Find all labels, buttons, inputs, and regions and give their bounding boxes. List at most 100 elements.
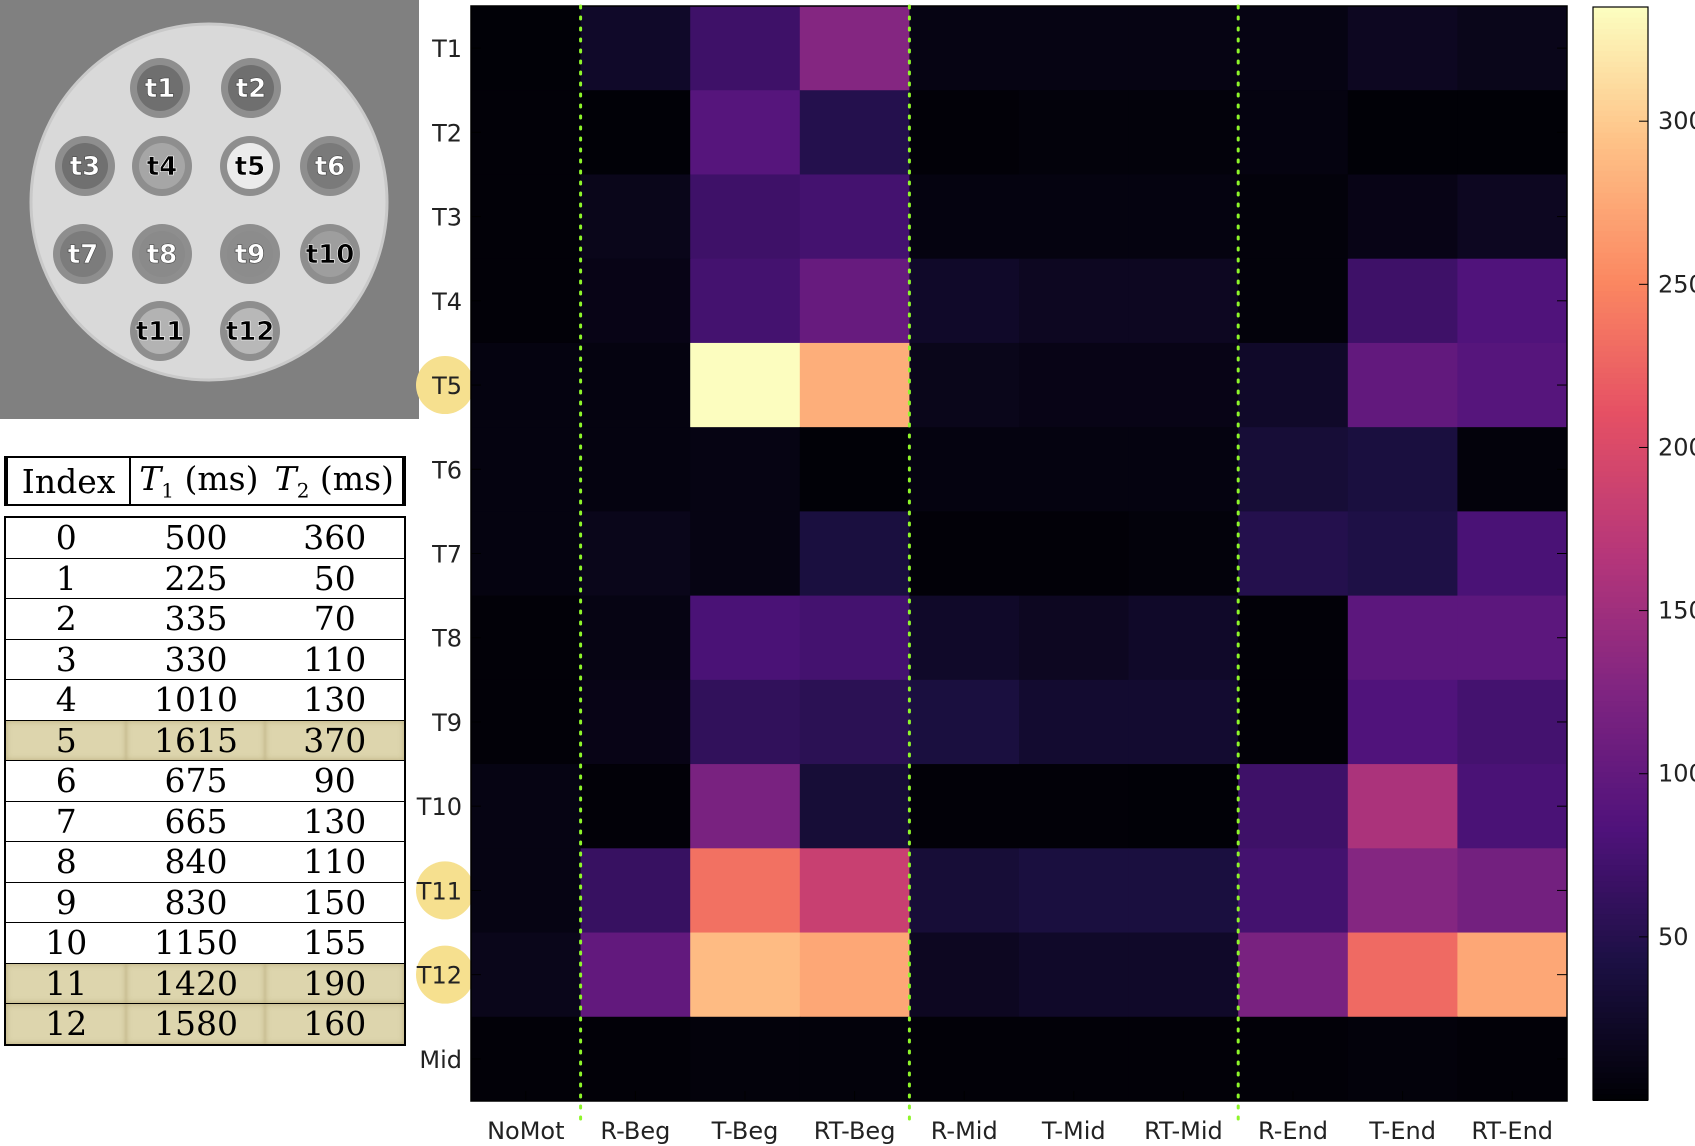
colorbar-segment bbox=[1593, 416, 1648, 424]
column-label: RT-Beg bbox=[814, 1117, 896, 1145]
heat-cell bbox=[1128, 258, 1239, 344]
colorbar-segment bbox=[1593, 564, 1648, 571]
cell-t2: 370 bbox=[265, 719, 404, 760]
colorbar-tick-label: 300 bbox=[1658, 107, 1695, 135]
tube-label: t3 bbox=[70, 152, 101, 182]
colorbar-segment bbox=[1593, 548, 1648, 555]
row-highlight-t5 bbox=[416, 356, 474, 415]
colorbar-segment bbox=[1593, 952, 1648, 959]
colorbar-segment bbox=[1593, 110, 1648, 118]
table-body: 0 500 360 1 225 50 2 335 70 3 330 110 4 1010 130 5 1615 3… bbox=[4, 516, 406, 1046]
colorbar-frame bbox=[1592, 6, 1649, 1101]
colorbar-segment bbox=[1593, 160, 1648, 167]
heat-cell bbox=[799, 595, 910, 681]
colorbar-segment bbox=[1593, 444, 1648, 451]
cell-index: 8 bbox=[6, 841, 127, 882]
colorbar-segment bbox=[1593, 285, 1648, 293]
row-label: T6 bbox=[431, 456, 462, 484]
cell-t1: 1615 bbox=[126, 719, 266, 760]
column-labels: NoMot R-Beg T-Beg RT-Beg R-Mid T-Mid RT-Mid R-E… bbox=[487, 1091, 1553, 1145]
heat-cell bbox=[580, 342, 691, 428]
heat-cell bbox=[580, 764, 691, 849]
colorbar-segment bbox=[1593, 99, 1648, 107]
heat-cell bbox=[690, 511, 801, 597]
colorbar-segment bbox=[1593, 504, 1648, 511]
row-label: T10 bbox=[416, 793, 462, 821]
colorbar-segment bbox=[1593, 307, 1648, 315]
colorbar-segment bbox=[1593, 252, 1648, 260]
heat-cell bbox=[1347, 342, 1458, 428]
heat-cell bbox=[1347, 764, 1458, 849]
heat-cell bbox=[580, 258, 691, 344]
heat-cell bbox=[1019, 595, 1130, 681]
cell-index: 9 bbox=[6, 881, 127, 923]
heat-cell bbox=[1347, 595, 1458, 681]
colorbar-segment bbox=[1593, 471, 1648, 478]
colorbar-segment bbox=[1593, 67, 1648, 74]
colorbar-tick-label: 100 bbox=[1658, 760, 1695, 788]
heat-cell bbox=[580, 679, 691, 765]
header-t2-sub: 2 bbox=[296, 478, 310, 503]
colorbar-segment bbox=[1593, 772, 1648, 779]
cell-index: 3 bbox=[6, 638, 127, 680]
heat-cell bbox=[1457, 932, 1568, 1018]
cell-t1: 335 bbox=[126, 598, 266, 639]
row-label: T12 bbox=[416, 962, 462, 990]
heat-cell bbox=[690, 258, 801, 344]
heat-cell bbox=[580, 1016, 691, 1102]
colorbar-segment bbox=[1593, 701, 1648, 708]
parameter-table: Index T1 (ms) T2 (ms) 0 500 360 1 225 50 2 335 7… bbox=[4, 456, 410, 1046]
colorbar-segment bbox=[1593, 1034, 1648, 1041]
header-t1: T1 (ms) bbox=[131, 458, 266, 504]
colorbar-segment bbox=[1593, 121, 1648, 129]
column-label: NoMot bbox=[487, 1117, 564, 1145]
cell-t2: 155 bbox=[265, 922, 404, 963]
colorbar-segment bbox=[1593, 580, 1648, 588]
heat-cell bbox=[1019, 848, 1130, 934]
heat-cell bbox=[909, 511, 1020, 597]
colorbar-segment bbox=[1593, 154, 1648, 162]
colorbar-segment bbox=[1593, 1001, 1648, 1009]
colorbar-segment bbox=[1593, 323, 1648, 331]
heat-cell bbox=[1457, 848, 1568, 934]
colorbar-segment bbox=[1593, 733, 1648, 741]
colorbar-segment bbox=[1593, 569, 1648, 577]
column-label: RT-Mid bbox=[1144, 1117, 1223, 1145]
colorbar-segment bbox=[1593, 520, 1648, 528]
heat-cell bbox=[580, 595, 691, 681]
heatmap-cells bbox=[471, 6, 1568, 1102]
colorbar-segment bbox=[1593, 269, 1648, 276]
cell-index: 12 bbox=[6, 1003, 127, 1044]
heat-cell bbox=[1457, 595, 1568, 681]
colorbar-segment bbox=[1593, 793, 1648, 801]
table-row: 7 665 130 bbox=[6, 800, 404, 842]
heat-cell bbox=[1457, 764, 1568, 849]
cell-index: 10 bbox=[6, 922, 127, 963]
colorbar-segment bbox=[1593, 209, 1648, 216]
colorbar-segment bbox=[1593, 334, 1648, 342]
colorbar-segment bbox=[1593, 400, 1648, 407]
header-t2-unit: (ms) bbox=[309, 459, 394, 499]
heat-cell bbox=[1238, 595, 1349, 681]
heat-cell bbox=[1457, 174, 1568, 260]
colorbar-segment bbox=[1593, 466, 1648, 473]
cell-index: 1 bbox=[6, 557, 127, 599]
colorbar-segment bbox=[1593, 832, 1648, 839]
colorbar-segment bbox=[1593, 602, 1648, 610]
colorbar-segment bbox=[1593, 542, 1648, 550]
heat-cell bbox=[909, 1016, 1020, 1102]
heat-cell bbox=[690, 679, 801, 765]
heat-cell bbox=[690, 6, 801, 91]
colorbar-segment bbox=[1593, 673, 1648, 681]
heat-cell bbox=[1238, 174, 1349, 260]
colorbar-segment bbox=[1593, 236, 1648, 243]
colorbar-segment bbox=[1593, 345, 1648, 353]
heat-cell bbox=[1238, 932, 1349, 1018]
heat-cell bbox=[471, 848, 582, 934]
header-t2: T2 (ms) bbox=[267, 458, 404, 504]
heat-cell bbox=[1457, 258, 1568, 344]
colorbar-segment bbox=[1593, 1007, 1648, 1014]
colorbar-segment bbox=[1593, 1061, 1648, 1069]
heat-cell bbox=[1019, 427, 1130, 512]
cell-t2: 130 bbox=[265, 679, 404, 720]
